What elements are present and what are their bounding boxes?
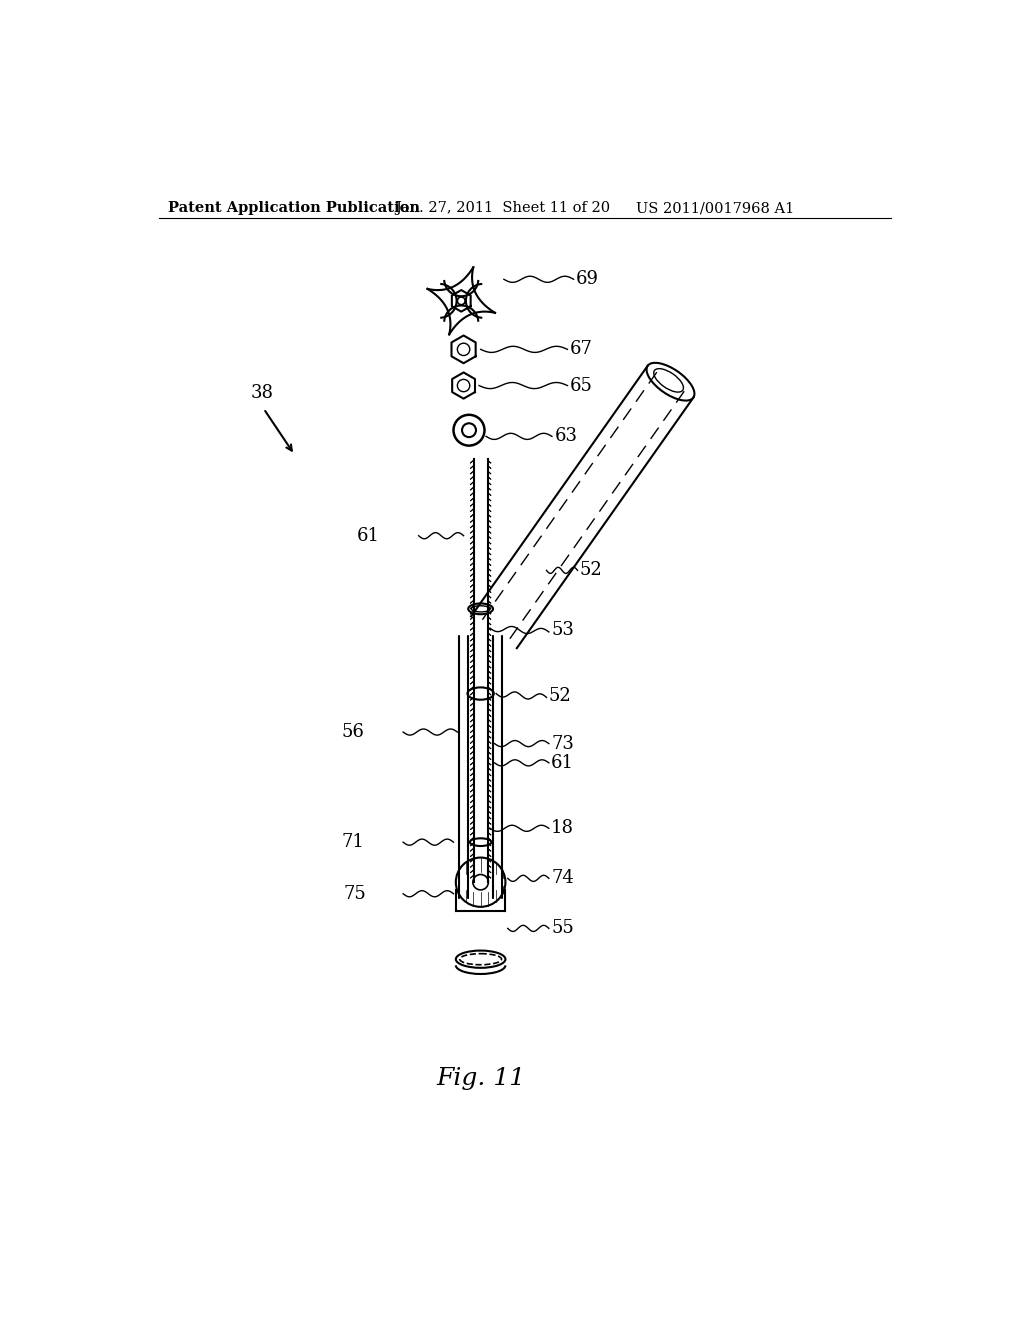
Text: Fig. 11: Fig. 11 (436, 1067, 525, 1090)
Text: 63: 63 (554, 428, 578, 445)
Text: 18: 18 (551, 820, 574, 837)
Text: 53: 53 (551, 620, 574, 639)
Text: 55: 55 (551, 920, 573, 937)
Text: Patent Application Publication: Patent Application Publication (168, 202, 420, 215)
Text: 65: 65 (569, 376, 593, 395)
Text: 52: 52 (549, 686, 571, 705)
Text: Jan. 27, 2011  Sheet 11 of 20: Jan. 27, 2011 Sheet 11 of 20 (395, 202, 610, 215)
Text: 52: 52 (580, 561, 602, 579)
Text: 69: 69 (575, 271, 599, 288)
Text: 75: 75 (344, 884, 367, 903)
Text: 74: 74 (551, 870, 573, 887)
Text: 71: 71 (341, 833, 365, 851)
Text: 61: 61 (551, 754, 574, 772)
Text: 38: 38 (251, 384, 273, 403)
Text: 67: 67 (569, 341, 593, 358)
Text: 61: 61 (357, 527, 380, 545)
Text: US 2011/0017968 A1: US 2011/0017968 A1 (636, 202, 794, 215)
Text: 56: 56 (341, 723, 365, 741)
Text: 73: 73 (551, 735, 574, 752)
